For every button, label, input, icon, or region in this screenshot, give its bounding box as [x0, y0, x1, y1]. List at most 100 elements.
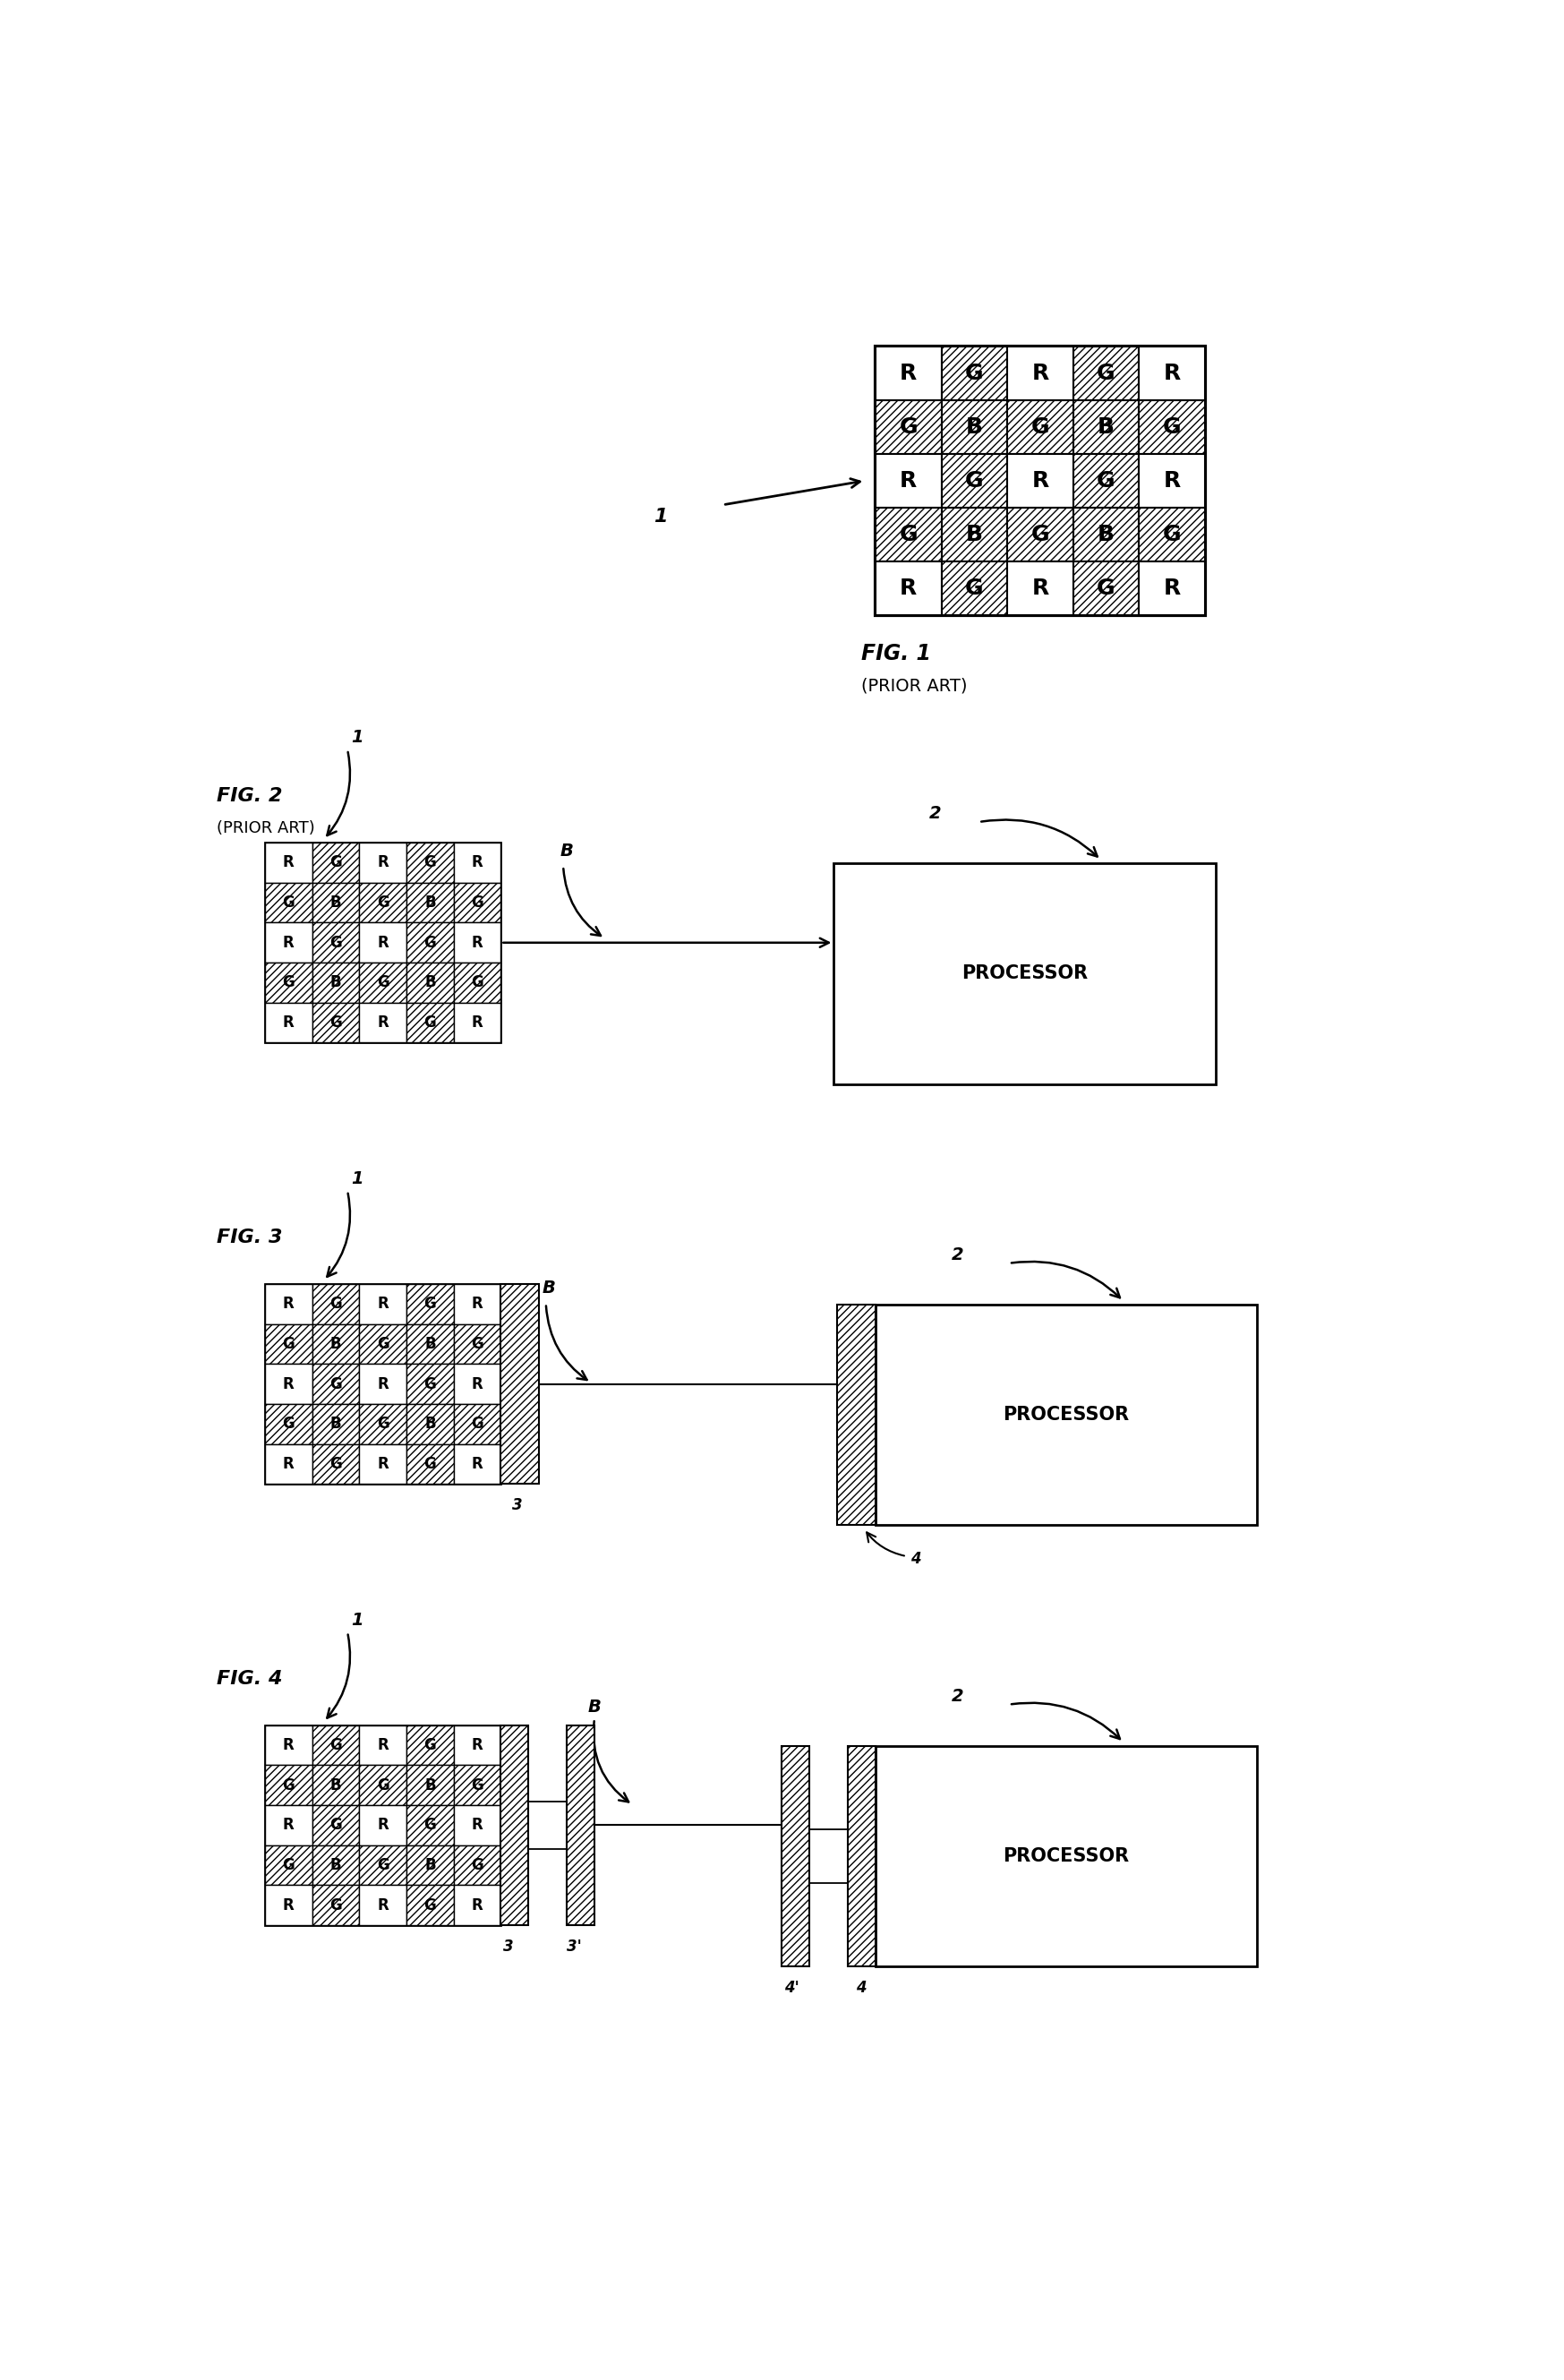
- Text: R: R: [283, 1457, 294, 1471]
- Bar: [407, 1002, 454, 1042]
- Text: G: G: [424, 1737, 436, 1754]
- Text: G: G: [424, 1897, 436, 1914]
- Text: G: G: [330, 1376, 343, 1392]
- Text: FIG. 3: FIG. 3: [216, 1228, 282, 1247]
- Text: R: R: [1164, 362, 1181, 383]
- Text: B: B: [424, 1416, 436, 1433]
- Bar: [876, 455, 942, 507]
- Text: G: G: [424, 1014, 436, 1031]
- Bar: [264, 1804, 313, 1845]
- Bar: [313, 883, 360, 923]
- Bar: [500, 1283, 540, 1483]
- Bar: [360, 1283, 407, 1323]
- Text: G: G: [283, 1335, 294, 1352]
- Bar: [566, 1726, 594, 1925]
- Bar: [264, 1766, 313, 1804]
- Bar: [407, 1364, 454, 1404]
- Bar: [407, 1885, 454, 1925]
- Bar: [313, 1845, 360, 1885]
- Bar: [360, 1885, 407, 1925]
- Bar: [407, 1445, 454, 1483]
- Bar: [876, 507, 942, 562]
- Text: G: G: [965, 578, 984, 600]
- Text: R: R: [471, 854, 483, 871]
- Bar: [1073, 345, 1139, 400]
- Bar: [782, 1747, 810, 1966]
- Bar: [454, 843, 500, 883]
- Bar: [360, 1002, 407, 1042]
- Bar: [407, 843, 454, 883]
- Bar: [876, 345, 942, 400]
- Text: G: G: [377, 1856, 389, 1873]
- Bar: [264, 1404, 313, 1445]
- Text: B: B: [967, 524, 982, 545]
- Text: G: G: [330, 1014, 343, 1031]
- Text: R: R: [283, 1295, 294, 1311]
- Bar: [1139, 562, 1204, 614]
- Text: G: G: [471, 1856, 483, 1873]
- Bar: [876, 562, 942, 614]
- Text: R: R: [899, 362, 917, 383]
- Bar: [313, 1323, 360, 1364]
- Text: PROCESSOR: PROCESSOR: [1003, 1847, 1129, 1866]
- Text: G: G: [330, 935, 343, 950]
- Text: G: G: [283, 1778, 294, 1792]
- Text: R: R: [471, 1816, 483, 1833]
- Text: R: R: [471, 1376, 483, 1392]
- Bar: [407, 1404, 454, 1445]
- Bar: [360, 1726, 407, 1766]
- Bar: [360, 1766, 407, 1804]
- Text: G: G: [377, 1416, 389, 1433]
- Bar: [313, 923, 360, 962]
- Text: PROCESSOR: PROCESSOR: [1003, 1407, 1129, 1423]
- Bar: [360, 1845, 407, 1885]
- Bar: [407, 962, 454, 1002]
- Text: R: R: [1032, 469, 1049, 490]
- Text: G: G: [424, 1295, 436, 1311]
- Bar: [313, 1445, 360, 1483]
- Text: R: R: [283, 935, 294, 950]
- Bar: [1007, 400, 1073, 455]
- Bar: [1007, 345, 1073, 400]
- Text: R: R: [377, 1376, 388, 1392]
- Bar: [360, 923, 407, 962]
- Bar: [942, 507, 1007, 562]
- Bar: [1139, 507, 1204, 562]
- Text: R: R: [283, 1737, 294, 1754]
- Bar: [264, 1885, 313, 1925]
- Bar: [313, 962, 360, 1002]
- Text: G: G: [471, 1335, 483, 1352]
- Text: G: G: [330, 1457, 343, 1471]
- Bar: [454, 1804, 500, 1845]
- Bar: [313, 1404, 360, 1445]
- Text: R: R: [283, 854, 294, 871]
- Text: G: G: [424, 1457, 436, 1471]
- Text: B: B: [424, 895, 436, 912]
- Text: R: R: [899, 578, 917, 600]
- Text: G: G: [283, 973, 294, 990]
- Bar: [454, 1002, 500, 1042]
- Text: G: G: [1031, 524, 1049, 545]
- Text: R: R: [377, 1897, 388, 1914]
- Text: G: G: [330, 854, 343, 871]
- Bar: [454, 1845, 500, 1885]
- Bar: [876, 1304, 1257, 1526]
- Text: R: R: [471, 1295, 483, 1311]
- Bar: [942, 562, 1007, 614]
- Text: 4: 4: [856, 1980, 866, 1997]
- Text: 1: 1: [654, 507, 668, 526]
- Bar: [876, 345, 1204, 614]
- Bar: [1139, 345, 1204, 400]
- Text: B: B: [330, 1778, 341, 1792]
- Bar: [264, 1726, 313, 1766]
- Bar: [454, 883, 500, 923]
- Text: PROCESSOR: PROCESSOR: [962, 964, 1089, 983]
- Text: (PRIOR ART): (PRIOR ART): [216, 819, 314, 835]
- Text: R: R: [283, 1816, 294, 1833]
- Bar: [454, 1885, 500, 1925]
- Text: R: R: [283, 1897, 294, 1914]
- Text: G: G: [283, 895, 294, 912]
- Bar: [1073, 400, 1139, 455]
- Text: B: B: [424, 1856, 436, 1873]
- Bar: [360, 1364, 407, 1404]
